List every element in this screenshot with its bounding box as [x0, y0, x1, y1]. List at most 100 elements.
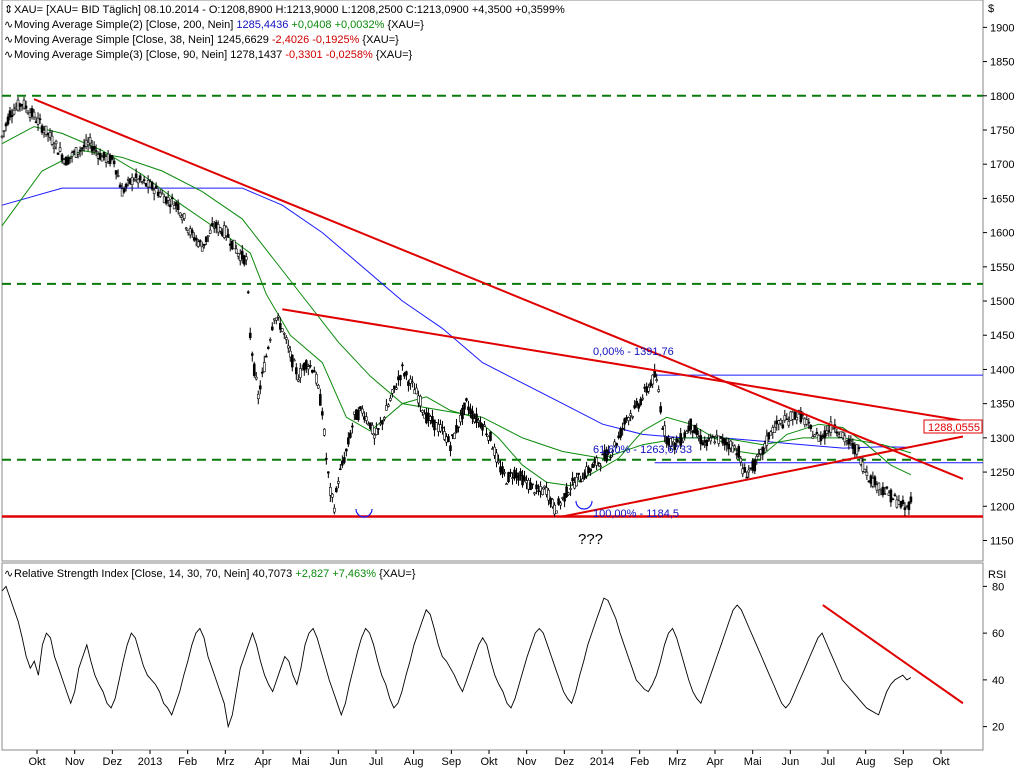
- candle-body: [763, 443, 767, 449]
- candle-body: [663, 425, 666, 436]
- candle-body: [519, 471, 522, 477]
- candle-body: [56, 152, 60, 155]
- candle-body: [621, 427, 624, 430]
- price-label-box: [923, 419, 983, 434]
- symbol-header: ⇕XAU= [XAU= BID Täglich] 08.10.2014 - O:…: [4, 4, 565, 17]
- candle-body: [152, 189, 156, 194]
- candle-body: [158, 192, 162, 197]
- rsi-value: 40,7073: [252, 568, 293, 580]
- indicator-change-pct: +0,0032%: [334, 19, 385, 31]
- candle-body: [799, 410, 803, 423]
- candle-body: [18, 103, 22, 107]
- candle-body: [445, 436, 448, 443]
- candle-body: [52, 146, 56, 149]
- candle-body: [693, 424, 697, 434]
- candle-body: [160, 192, 164, 195]
- candle-body: [204, 236, 208, 242]
- candle-body: [22, 99, 26, 109]
- candle-body: [284, 337, 288, 340]
- candle-body: [188, 228, 192, 236]
- candle-body: [176, 203, 180, 210]
- candle-body: [335, 487, 338, 493]
- candle-body: [258, 385, 262, 390]
- candle-body: [429, 416, 432, 421]
- candle-body: [535, 484, 538, 490]
- candle-body: [497, 460, 500, 463]
- candle-body: [88, 137, 92, 144]
- candle-body: [238, 253, 242, 261]
- candle-body: [417, 395, 420, 404]
- candle-body: [423, 413, 426, 419]
- candle-body: [703, 440, 707, 443]
- candle-body: [729, 440, 733, 449]
- x-tick-label: Mrz: [216, 756, 234, 768]
- candle-body: [266, 346, 270, 349]
- y-tick-label: 1300: [990, 433, 1014, 445]
- candle-body: [895, 499, 899, 508]
- indicator-change-pct: -0,0258%: [325, 49, 373, 61]
- candle-body: [819, 435, 823, 442]
- x-tick-label: Dez: [555, 756, 575, 768]
- x-tick-label: Okt: [28, 756, 45, 768]
- candle-body: [499, 466, 502, 473]
- moving-average-line: [1, 187, 911, 449]
- candle-body: [527, 479, 530, 490]
- candle-body: [441, 426, 444, 429]
- candle-body: [765, 435, 769, 446]
- indicator-label: Moving Average Simple [Close, 38, Nein]: [14, 34, 214, 46]
- candle-body: [577, 472, 580, 475]
- candle-body: [250, 353, 254, 356]
- x-tick-label: Jun: [329, 756, 347, 768]
- candle-body: [689, 418, 693, 430]
- candle-body: [665, 437, 668, 445]
- candle-body: [84, 139, 88, 147]
- candle-body: [471, 410, 474, 420]
- candle-body: [589, 468, 592, 472]
- candle-body: [699, 435, 703, 444]
- candle-body: [130, 177, 134, 185]
- candle-body: [162, 196, 166, 204]
- indicator-label: Moving Average Simple(2) [Close, 200, Ne…: [14, 19, 234, 31]
- candle-body: [36, 117, 40, 125]
- candle-body: [835, 431, 839, 434]
- candle-body: [357, 410, 360, 421]
- candle-body: [757, 453, 761, 455]
- candle-body: [785, 418, 789, 421]
- candle-body: [831, 427, 835, 430]
- candle-body: [431, 416, 434, 424]
- candle-body: [637, 404, 640, 409]
- candle-body: [164, 196, 168, 204]
- candle-body: [871, 478, 875, 487]
- candle-body: [773, 426, 777, 433]
- candle-body: [343, 457, 346, 463]
- candle-body: [122, 188, 126, 193]
- candle-body: [367, 423, 370, 426]
- y-tick-label: 1500: [990, 296, 1014, 308]
- candle-body: [905, 506, 909, 509]
- candle-body: [154, 185, 158, 189]
- candle-body: [68, 157, 72, 159]
- candle-body: [697, 436, 701, 439]
- candle-body: [264, 355, 268, 358]
- candle-body: [737, 446, 741, 458]
- candle-body: [753, 460, 757, 472]
- candle-body: [565, 486, 568, 498]
- y-tick-label: 1550: [990, 262, 1014, 274]
- candle-body: [591, 464, 594, 469]
- candle-body: [605, 449, 608, 462]
- indicator-legend-3: ∿Moving Average Simple(3) [Close, 90, Ne…: [4, 49, 412, 62]
- candle-body: [593, 460, 596, 464]
- candle-body: [6, 116, 10, 125]
- candle-body: [687, 425, 691, 432]
- candle-body: [331, 493, 334, 498]
- candle-body: [110, 155, 114, 160]
- candle-body: [743, 467, 747, 473]
- candle-body: [889, 489, 893, 503]
- indicator-label: Moving Average Simple(3) [Close, 90, Nei…: [14, 49, 228, 61]
- indicator-change: +0,0408: [291, 19, 332, 31]
- candle-body: [242, 255, 246, 265]
- rsi-change: +2,827: [295, 568, 330, 580]
- candle-body: [234, 248, 238, 254]
- indicator-change: -0,3301: [285, 49, 323, 61]
